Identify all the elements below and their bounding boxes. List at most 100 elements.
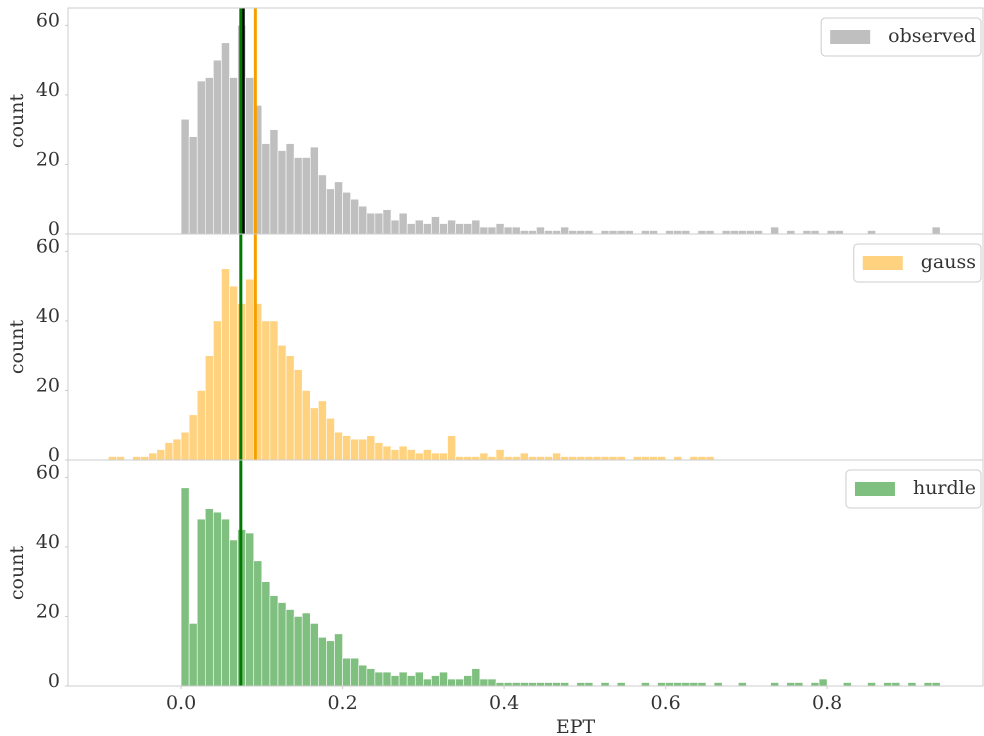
histogram-bar: [318, 174, 327, 235]
histogram-bar: [318, 637, 327, 687]
histogram-bar: [479, 678, 489, 687]
histogram-bar: [923, 682, 933, 687]
y-axis-label: count: [6, 546, 28, 601]
histogram-bar: [439, 671, 448, 687]
histogram-bar: [738, 230, 747, 235]
histogram-bar: [503, 226, 513, 235]
histogram-bar: [326, 640, 335, 687]
histogram-bar: [374, 212, 384, 235]
histogram-bar: [616, 230, 626, 235]
histogram-bar: [221, 42, 230, 235]
histogram-bar: [245, 77, 255, 235]
histogram-bar: [213, 59, 222, 235]
histogram-bar: [350, 438, 360, 461]
histogram-bar: [431, 675, 440, 687]
histogram-bar: [738, 682, 747, 687]
histogram-bar: [729, 230, 739, 235]
histogram-bar: [818, 678, 828, 687]
histogram-bar: [528, 456, 537, 461]
histogram-bar: [366, 212, 376, 235]
histogram-bar: [624, 230, 634, 235]
histogram-bar: [867, 682, 876, 687]
histogram-bar: [423, 678, 432, 687]
y-tick-label: 0: [48, 444, 60, 466]
axes-frame: [67, 459, 984, 687]
histogram-bar: [180, 487, 190, 687]
histogram-bar: [463, 675, 473, 687]
histogram-bar: [487, 678, 497, 687]
histogram-bar: [374, 442, 384, 461]
histogram-bar: [374, 671, 384, 687]
histogram-bar: [188, 136, 198, 235]
histogram-bar: [221, 518, 230, 687]
histogram-bar: [600, 230, 610, 235]
x-tick-label: 0.6: [651, 692, 681, 714]
histogram-bar: [633, 456, 642, 461]
histogram-bar: [536, 456, 545, 461]
histogram-bar: [641, 456, 650, 461]
histogram-bar: [285, 355, 295, 461]
histogram-bar: [673, 230, 683, 235]
histogram-bar: [293, 157, 303, 235]
histogram-bar: [770, 226, 779, 235]
histogram-bar: [584, 682, 594, 687]
histogram-bar: [681, 682, 691, 687]
histogram-bar: [382, 445, 392, 461]
histogram-bar: [463, 456, 473, 461]
histogram-bar: [544, 230, 553, 235]
histogram-bar: [907, 682, 917, 687]
y-tick-label: 0: [48, 218, 60, 240]
histogram-bar: [649, 456, 658, 461]
histogram-bar: [495, 449, 505, 461]
histogram-bar: [810, 682, 820, 687]
histogram-bar: [293, 369, 303, 461]
histogram-bar: [196, 518, 206, 687]
legend-box: [820, 17, 982, 57]
x-axis-label: EPT: [556, 716, 596, 736]
histogram-bar: [519, 230, 529, 235]
histogram-bar: [108, 456, 117, 461]
histogram-bar: [519, 682, 529, 687]
histogram-bar: [455, 223, 465, 235]
histogram-bar: [342, 435, 351, 461]
histogram-bar: [414, 452, 424, 461]
histogram-bar: [132, 456, 141, 461]
histogram-bar: [649, 230, 658, 235]
histogram-bar: [770, 682, 779, 687]
legend-swatch: [862, 256, 903, 270]
legend-swatch: [854, 482, 895, 496]
histogram-bar: [883, 682, 893, 687]
histogram-bar: [431, 216, 440, 235]
histogram-bar: [350, 198, 360, 235]
histogram-bar: [382, 671, 392, 687]
histogram-bar: [423, 449, 432, 461]
y-tick-label: 40: [36, 79, 60, 101]
histogram-bar: [689, 682, 699, 687]
histogram-bar: [277, 150, 287, 235]
histogram-bar: [560, 456, 570, 461]
histogram-bar: [552, 452, 561, 461]
histogram-bar: [697, 230, 707, 235]
histogram-bar: [560, 682, 570, 687]
histogram-bar: [786, 230, 796, 235]
histogram-bar: [479, 452, 489, 461]
histogram-bar: [261, 320, 271, 461]
histogram-bar: [148, 452, 158, 461]
histogram-bar: [479, 226, 489, 235]
y-tick-label: 60: [36, 9, 60, 31]
histogram-bar: [834, 230, 844, 235]
histogram-bar: [390, 449, 400, 461]
histogram-bar: [657, 456, 666, 461]
histogram-bar: [342, 191, 351, 235]
histogram-bar: [398, 212, 408, 235]
histogram-bar: [423, 223, 432, 235]
histogram-bar: [802, 230, 812, 235]
histogram-bar: [891, 682, 901, 687]
histogram-bar: [641, 682, 650, 687]
histogram-bar: [431, 452, 440, 461]
histogram-bar: [673, 682, 683, 687]
histogram-bar: [366, 668, 376, 687]
histogram-bar: [528, 682, 537, 687]
histogram-bar: [519, 452, 529, 461]
histogram-bar: [204, 508, 214, 687]
